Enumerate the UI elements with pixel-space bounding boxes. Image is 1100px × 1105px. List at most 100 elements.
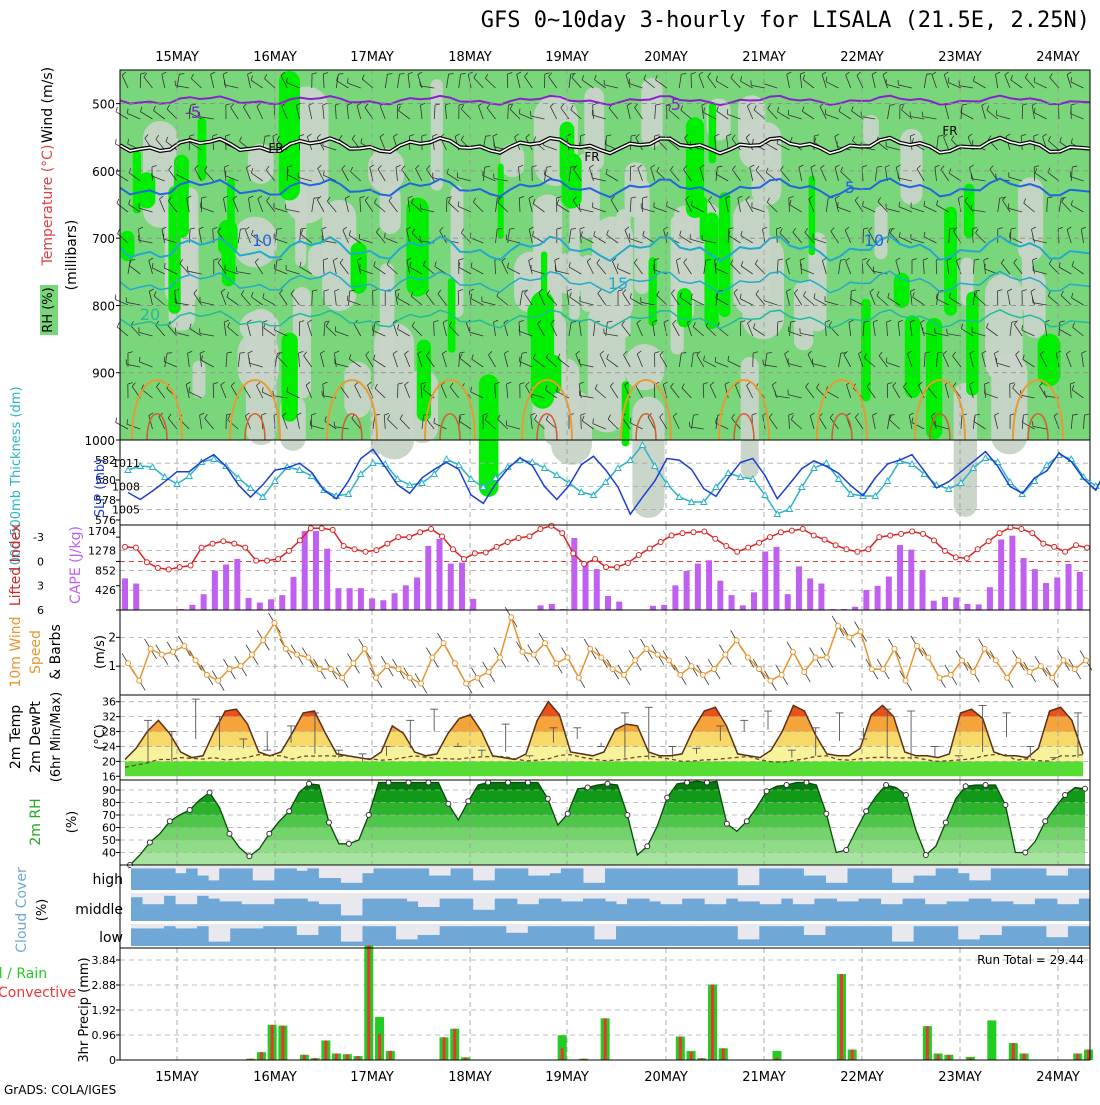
cloud-cell-low	[473, 926, 485, 946]
cloud-cell-low	[561, 926, 573, 946]
cloud-cell-middle	[263, 904, 275, 921]
wind-barb-flag	[947, 329, 948, 334]
cloud-cell-high	[374, 868, 386, 890]
cloud-cell-middle	[825, 899, 837, 921]
wind-speed-point	[779, 672, 784, 677]
ylabel-10m-wind: 10m Wind	[8, 616, 24, 687]
cape-bar	[246, 598, 252, 610]
cloud-cell-low	[418, 935, 430, 946]
cape-bar	[257, 603, 263, 610]
wind-barb-flag	[179, 74, 184, 75]
cape-bar	[1077, 572, 1083, 610]
cloud-cell-low	[605, 939, 617, 946]
wind-barb	[606, 136, 607, 150]
cloud-cell-low	[495, 926, 507, 946]
cloud-cell-middle	[1046, 899, 1058, 921]
cape-bar	[1032, 569, 1038, 610]
lifted-index-point	[811, 533, 816, 538]
cloud-cell-middle	[958, 901, 970, 921]
lifted-index-point	[232, 541, 237, 546]
lifted-index-point	[931, 538, 936, 543]
cloud-cell-low	[726, 926, 738, 946]
wind-speed-point	[362, 646, 367, 651]
precip-convective-bar	[604, 1018, 607, 1060]
rh-high-patch	[861, 299, 871, 402]
footer-credit: GrADS: COLA/IGES	[4, 1083, 116, 1097]
rh-point	[1003, 803, 1008, 808]
cloud-cell-low	[285, 926, 297, 946]
date-label-bottom: 16MAY	[253, 1070, 297, 1085]
lifted-index-point	[855, 549, 860, 554]
cape-bar	[807, 578, 813, 610]
cloud-cell-high	[605, 868, 617, 890]
date-label-top: 19MAY	[545, 50, 589, 65]
lifted-index-point	[123, 544, 128, 549]
cloud-cell-high	[737, 885, 749, 890]
cloud-cell-low	[660, 926, 672, 946]
rh-high-patch	[905, 315, 920, 398]
rh-point	[844, 848, 849, 853]
wind-barb-flag	[322, 391, 323, 396]
lifted-index-point	[647, 546, 652, 551]
cloud-cell-high	[572, 868, 584, 890]
lifted-index-point	[866, 547, 871, 552]
pressure-tick-label: 600	[92, 165, 115, 179]
lifted-index-point	[964, 556, 969, 561]
cloud-cell-middle	[296, 899, 308, 921]
lifted-index-point	[702, 529, 707, 534]
cape-bar	[549, 604, 555, 610]
wind-speed-point	[497, 655, 502, 660]
lifted-index-point	[429, 527, 434, 532]
date-label-bottom: 15MAY	[155, 1070, 199, 1085]
cloud-cell-high	[473, 880, 485, 890]
temp-tick-label: 16	[102, 770, 116, 783]
cloud-cell-low	[925, 926, 937, 946]
cloud-cell-high	[131, 868, 143, 890]
cloud-cell-high	[726, 868, 738, 890]
lifted-index-point	[1030, 531, 1035, 536]
wind-speed-point	[836, 623, 841, 628]
wind-speed-point	[419, 681, 424, 686]
wind-speed-point	[396, 667, 401, 672]
lifted-index-point	[210, 541, 215, 546]
cloud-cell-high	[340, 883, 352, 890]
ylabel-millibars: (millibars)	[64, 220, 80, 291]
cloud-cell-high	[550, 873, 562, 890]
wind-barb-flag	[139, 357, 140, 362]
rh-high-patch	[686, 117, 704, 218]
lifted-index-point	[844, 547, 849, 552]
wind-speed-point	[700, 672, 705, 677]
rh-point	[903, 793, 908, 798]
cloud-cell-high	[847, 868, 859, 890]
cloud-cell-low	[958, 939, 970, 946]
cloud-cell-middle	[506, 899, 518, 921]
wind-barb-flag	[152, 171, 153, 176]
lifted-index-point	[921, 531, 926, 536]
li-tick-label: 3	[37, 580, 44, 593]
rh-tick-label: 50	[102, 834, 116, 847]
ylabel-slp: SLP (mb)	[93, 459, 108, 518]
cloud-cell-middle	[792, 904, 804, 921]
cloud-cell-middle	[759, 904, 771, 921]
date-label-bottom: 19MAY	[545, 1070, 589, 1085]
rh-point	[147, 840, 152, 845]
ylabel-speed: Speed	[28, 630, 44, 674]
run-total-label: Run Total = 29.44	[977, 953, 1084, 967]
cloud-cell-middle	[903, 899, 915, 921]
cloud-cell-low	[385, 926, 397, 946]
rh-point	[466, 799, 471, 804]
cape-bar	[302, 531, 308, 610]
lifted-index-point	[571, 551, 576, 556]
lifted-index-point	[593, 557, 598, 562]
cape-bar	[908, 550, 914, 610]
wind-speed-point	[193, 658, 198, 663]
cloud-cell-high	[1068, 868, 1080, 890]
rh-point	[187, 808, 192, 813]
lifted-index-point	[221, 539, 226, 544]
cloud-cell-high	[616, 868, 628, 890]
cloud-cell-low	[528, 926, 540, 946]
cloud-cell-middle	[473, 910, 485, 921]
ylabel-2m-dewpt: 2m DewPt	[28, 701, 44, 773]
date-label-bottom: 22MAY	[840, 1070, 884, 1085]
wind-barb-flag	[130, 260, 135, 261]
